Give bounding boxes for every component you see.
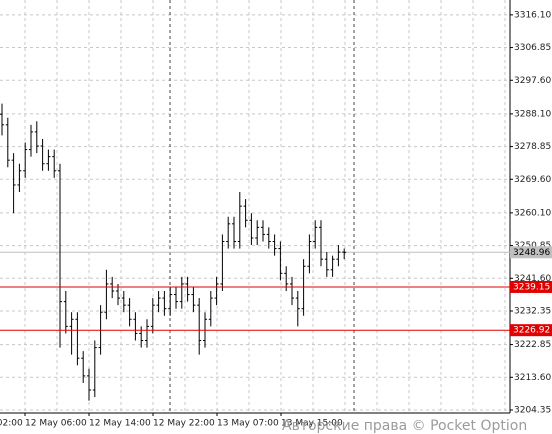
price-label-box [510,280,552,293]
x-tick-label: 12 May 22:00 [153,419,215,429]
y-tick-label: 3306.85 [514,43,551,53]
y-tick-label: 3260.10 [514,208,551,218]
price-label: 3239.15 [513,282,550,292]
y-tick-label: 3241.60 [514,274,551,284]
x-tick-label: 12 May 02:00 [0,419,23,429]
watermark: Авторские права © Pocket Option [282,418,527,434]
y-tick-label: 3316.10 [514,10,551,20]
y-tick-label: 3269.60 [514,175,551,185]
y-tick-label: 3250.85 [514,241,551,251]
y-tick-label: 3288.10 [514,109,551,119]
x-tick-label: 13 May 07:00 [217,419,279,429]
current-price-box [510,246,552,259]
y-tick-label: 3213.60 [514,373,551,383]
x-tick-label: 12 May 14:00 [89,419,151,429]
y-tick-label: 3278.85 [514,142,551,152]
y-tick-label: 3297.60 [514,76,551,86]
x-tick-label: 12 May 06:00 [25,419,87,429]
current-price-label: 3248.96 [513,248,550,258]
x-tick-label: 13 May 15:00 [281,419,343,429]
price-label-box [510,324,552,337]
y-tick-label: 3222.85 [514,340,551,350]
y-tick-label: 3232.35 [514,306,551,316]
price-label: 3226.92 [513,326,550,336]
y-tick-label: 3204.35 [514,405,551,415]
